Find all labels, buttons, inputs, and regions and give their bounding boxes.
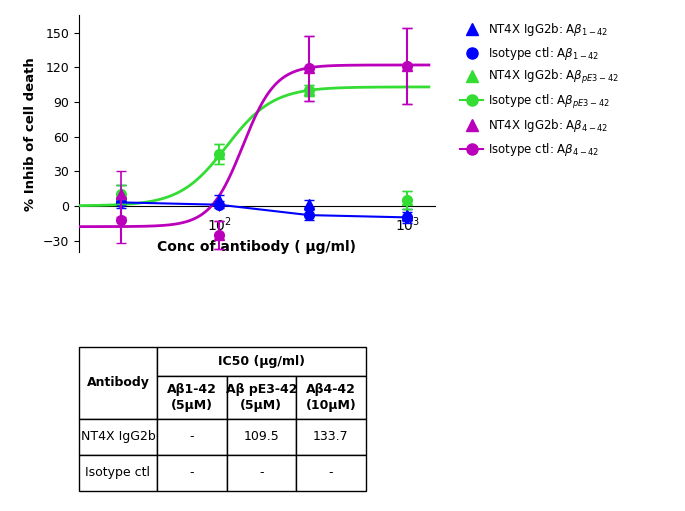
- Text: -: -: [329, 466, 333, 479]
- Bar: [227, 376, 296, 419]
- Y-axis label: % Inhib of cell death: % Inhib of cell death: [24, 57, 37, 211]
- Text: Aβ1-42
(5μM): Aβ1-42 (5μM): [167, 383, 217, 412]
- Text: NT4X IgG2b: NT4X IgG2b: [81, 430, 155, 443]
- Bar: [227, 455, 296, 491]
- Bar: [227, 419, 296, 455]
- Text: Isotype ctl: Isotype ctl: [86, 466, 151, 479]
- Bar: [79, 419, 157, 455]
- Text: 133.7: 133.7: [313, 430, 349, 443]
- Text: 109.5: 109.5: [243, 430, 279, 443]
- Bar: [157, 419, 227, 455]
- Bar: [157, 347, 366, 376]
- X-axis label: Conc of antibody ( μg/ml): Conc of antibody ( μg/ml): [158, 240, 356, 254]
- Bar: [296, 419, 366, 455]
- Bar: [79, 455, 157, 491]
- Bar: [79, 347, 157, 419]
- Bar: [157, 376, 227, 419]
- Legend: NT4X IgG2b: A$\beta_{1-42}$, Isotype ctl: A$\beta_{1-42}$, NT4X IgG2b: A$\beta_{: NT4X IgG2b: A$\beta_{1-42}$, Isotype ctl…: [455, 16, 624, 162]
- Text: Aβ4-42
(10μM): Aβ4-42 (10μM): [306, 383, 356, 412]
- Text: Aβ pE3-42
(5μM): Aβ pE3-42 (5μM): [225, 383, 297, 412]
- Text: -: -: [259, 466, 264, 479]
- Bar: [296, 376, 366, 419]
- Text: Antibody: Antibody: [86, 377, 149, 389]
- Text: -: -: [190, 466, 194, 479]
- Bar: [296, 455, 366, 491]
- Text: -: -: [190, 430, 194, 443]
- Bar: [157, 455, 227, 491]
- Text: IC50 (μg/ml): IC50 (μg/ml): [218, 355, 305, 368]
